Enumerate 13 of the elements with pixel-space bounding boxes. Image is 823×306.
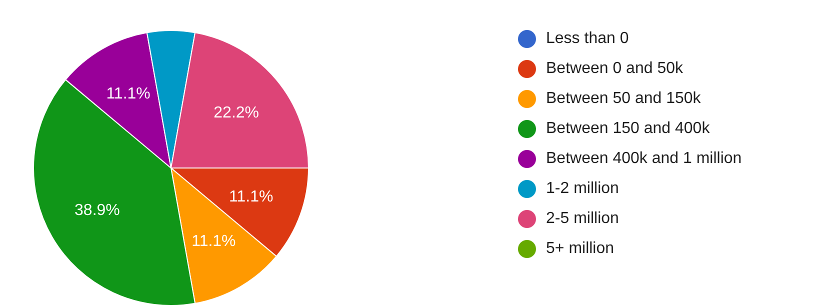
legend-label: Between 0 and 50k (546, 60, 683, 78)
legend-label: 5+ million (546, 240, 614, 258)
legend-label: Between 150 and 400k (546, 120, 710, 138)
data-label: 11.1% (106, 86, 150, 103)
data-label: 22.2% (214, 104, 260, 122)
legend-label: 2-5 million (546, 210, 619, 228)
legend-label: Between 400k and 1 million (546, 150, 742, 168)
legend-label: Between 50 and 150k (546, 90, 701, 108)
legend-label: Less than 0 (546, 30, 629, 48)
data-label: 38.9% (74, 202, 120, 220)
data-label: 11.1% (229, 188, 274, 206)
legend-label: 1-2 million (546, 180, 619, 198)
data-label: 11.1% (192, 233, 236, 250)
